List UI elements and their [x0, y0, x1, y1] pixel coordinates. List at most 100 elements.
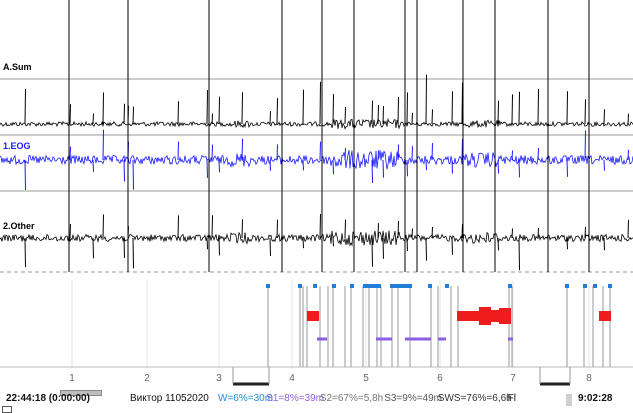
trace-spike — [319, 213, 321, 239]
start-time: 22:44:18 (0:00:00) — [6, 393, 90, 404]
trace-spike — [241, 138, 243, 161]
end-time: 9:02:28 — [578, 393, 613, 404]
trace-spike — [511, 94, 513, 125]
trace-spike — [461, 139, 463, 161]
epoch-marker-lines — [68, 0, 590, 272]
stage-sws — [233, 382, 269, 386]
hour-tick-label: 4 — [289, 373, 295, 384]
trace-spike — [627, 219, 629, 239]
trace-spike — [382, 237, 384, 259]
trace-spike — [425, 74, 427, 125]
trace-spike — [411, 146, 413, 161]
sleep-stat: SWS=76%=6,6h — [437, 393, 512, 404]
trace-spike — [92, 237, 94, 259]
trace-spike — [302, 237, 304, 249]
stage-wake — [298, 284, 302, 288]
trace-spike — [627, 113, 629, 125]
trace-spike — [584, 226, 586, 239]
trace-spike — [461, 82, 463, 125]
trace-spike — [518, 91, 520, 125]
trace-spike — [132, 159, 134, 190]
trace-spike — [241, 219, 243, 239]
trace-spike — [406, 159, 408, 177]
time-scroll-thumb[interactable] — [60, 390, 102, 396]
trace-spike — [123, 159, 125, 182]
trace-spike — [411, 228, 413, 239]
stage-wake — [350, 284, 354, 288]
trace-spike — [431, 226, 433, 239]
stage-rem — [307, 311, 319, 321]
trace-spike — [24, 237, 26, 268]
trace-spike — [406, 92, 408, 125]
hour-tick-label: 5 — [363, 373, 369, 384]
stats-overflow — [566, 394, 572, 406]
stage-wake — [508, 284, 512, 288]
trace-spike — [425, 159, 427, 171]
trace-spike — [218, 159, 220, 173]
trace-spike — [211, 113, 213, 125]
trace-spike — [397, 96, 399, 125]
stage-wake — [313, 284, 317, 288]
stage-s1 — [508, 337, 513, 341]
trace-spike — [24, 88, 26, 125]
hour-tick-label: 8 — [586, 373, 592, 384]
stage-wake — [363, 284, 381, 288]
stage-s1 — [376, 337, 392, 341]
scroll-left-button[interactable] — [2, 406, 12, 413]
stage-rem — [491, 310, 499, 322]
sleep-stat: S3=9%=49m — [384, 393, 443, 404]
trace-spike — [319, 141, 321, 161]
trace-spike — [177, 101, 179, 125]
trace-spike — [276, 219, 278, 239]
trace-spike — [518, 159, 520, 178]
trace-sum — [0, 117, 633, 130]
trace-spike — [537, 147, 539, 161]
hour-tick-label: 1 — [69, 373, 75, 384]
hour-tick-label: 7 — [510, 373, 516, 384]
trace-spike — [332, 94, 334, 125]
sleep-stat: Fl — [507, 393, 516, 404]
hypnogram-stages — [232, 284, 612, 386]
trace-spike — [92, 113, 94, 125]
trace-spike — [269, 237, 271, 256]
trace-spike — [319, 81, 321, 125]
trace-spike — [566, 159, 568, 177]
trace-spike — [377, 105, 379, 125]
trace-spike — [102, 92, 104, 125]
trace-spike — [344, 219, 346, 239]
trace-spike — [177, 215, 179, 239]
trace-spike — [218, 96, 220, 125]
channel-label-other: 2.Other — [3, 221, 35, 231]
stage-wake — [332, 284, 336, 288]
trace-spike — [24, 159, 26, 191]
trace-spike — [69, 223, 71, 239]
trace-spike — [206, 90, 208, 125]
hour-tick-label: 2 — [144, 373, 150, 384]
trace-spike — [102, 129, 104, 161]
stage-s1 — [438, 337, 446, 341]
stage-s1 — [405, 337, 431, 341]
trace-spike — [371, 237, 373, 267]
trace-spike — [537, 227, 539, 239]
trace-spike — [302, 89, 304, 125]
hypnogram-hour-ticks: 1 2 3 4 5 6 7 8 — [69, 373, 592, 384]
trace-spike — [377, 150, 379, 161]
trace-spike — [431, 143, 433, 161]
trace-spike — [497, 237, 499, 251]
stage-rem — [479, 307, 491, 325]
trace-spike — [511, 228, 513, 239]
trace-spike — [566, 91, 568, 125]
trace-spike — [132, 106, 134, 125]
trace-spike — [206, 159, 208, 178]
stage-wake — [390, 284, 412, 288]
stage-wake — [445, 284, 449, 288]
stage-rem — [599, 311, 611, 321]
sleep-stat: S2=67%=5,8h — [319, 393, 384, 404]
trace-spike — [92, 159, 94, 172]
hour-tick-label: 3 — [216, 373, 222, 384]
stage-sws — [540, 382, 570, 386]
trace-spike — [332, 159, 334, 175]
trace-spike — [123, 103, 125, 125]
hypnogram[interactable]: 1 2 3 4 5 6 7 8 — [0, 280, 633, 386]
